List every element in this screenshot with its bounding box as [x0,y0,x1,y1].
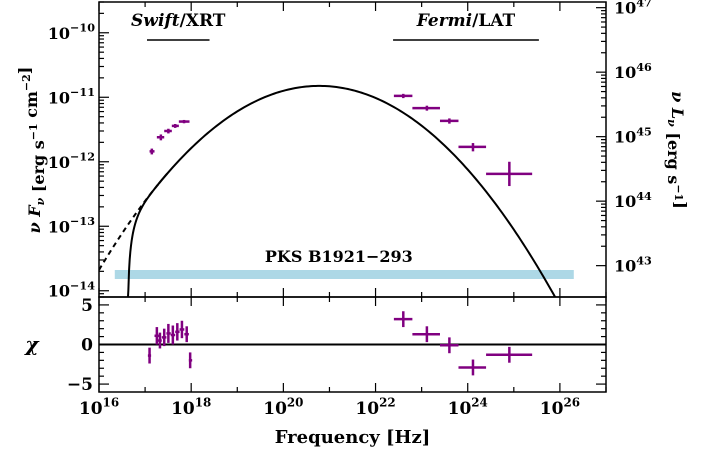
residual-point [179,320,185,339]
y-tick-label-right: 1047 [614,0,652,18]
coverage-band-strip [114,270,574,279]
right-y-axis-title-text: ν Lν [erg s−1] [664,91,690,209]
sed-data-point [149,148,155,155]
residual-point [157,332,162,349]
instrument-label: Fermi/LAT [416,11,516,31]
top-y-axis-title-text: ν Fν [erg s−1 cm−2] [15,67,48,234]
x-tick-label: 1024 [448,395,488,419]
y-tick-label-right: 1045 [614,124,652,146]
residual-point [175,323,180,341]
instrument-annotation: Fermi/LAT [393,11,539,41]
top-y-axis-title: ν Fν [erg s−1 cm−2] [15,67,48,234]
y-tick-label-right: 1043 [614,253,652,275]
residual-point [188,352,193,369]
right-y-axis-title: ν Lν [erg s−1] [664,91,690,209]
x-tick-label: 1016 [79,395,119,419]
instrument-annotation: Swift/XRT [131,11,226,41]
x-tick-label: 1020 [263,395,303,419]
sed-data-point [178,119,190,124]
y-tick-label-left: 10−14 [48,279,95,301]
residual-tick-label: 0 [81,336,93,356]
sed-data-point [171,124,179,128]
residual-point [154,327,159,345]
sed-data-point [156,134,165,141]
sed-data-point [439,118,459,124]
y-tick-label-right: 1044 [614,189,652,211]
sed-data-point [486,161,533,187]
residual-y-axis-title: χ [23,332,40,356]
residual-point [184,326,189,343]
model-curve [158,84,557,297]
residual-point [393,311,413,328]
sed-data-point [393,93,413,99]
x-tick-label: 1026 [540,395,580,419]
x-axis-title: Frequency [Hz] [275,427,431,448]
y-tick-label-left: 10−11 [48,85,95,107]
source-name-label: PKS B1921−293 [265,247,413,266]
residual-point [486,346,533,363]
residual-tick-label: 5 [81,296,93,316]
residual-point [161,328,167,347]
residual-point [170,325,176,345]
x-tick-label: 1022 [355,395,395,419]
y-tick-label-left: 10−10 [48,21,95,43]
x-tick-label: 1018 [171,395,211,419]
absorbed-model-curve [126,173,168,297]
residual-panel-frame [98,296,607,393]
residual-point [439,337,459,354]
sed-data-point [412,105,440,111]
residual-point [147,347,152,364]
sed-data-point [458,143,487,152]
y-tick-label-left: 10−13 [48,214,95,236]
residual-point [458,359,487,376]
y-tick-label-right: 1046 [614,60,652,82]
residual-point [166,323,171,343]
residual-point [412,326,440,343]
y-tick-label-left: 10−12 [48,150,95,172]
instrument-label: Swift/XRT [131,11,226,31]
residual-tick-label: −5 [67,375,93,395]
sed-data-point [164,128,172,134]
